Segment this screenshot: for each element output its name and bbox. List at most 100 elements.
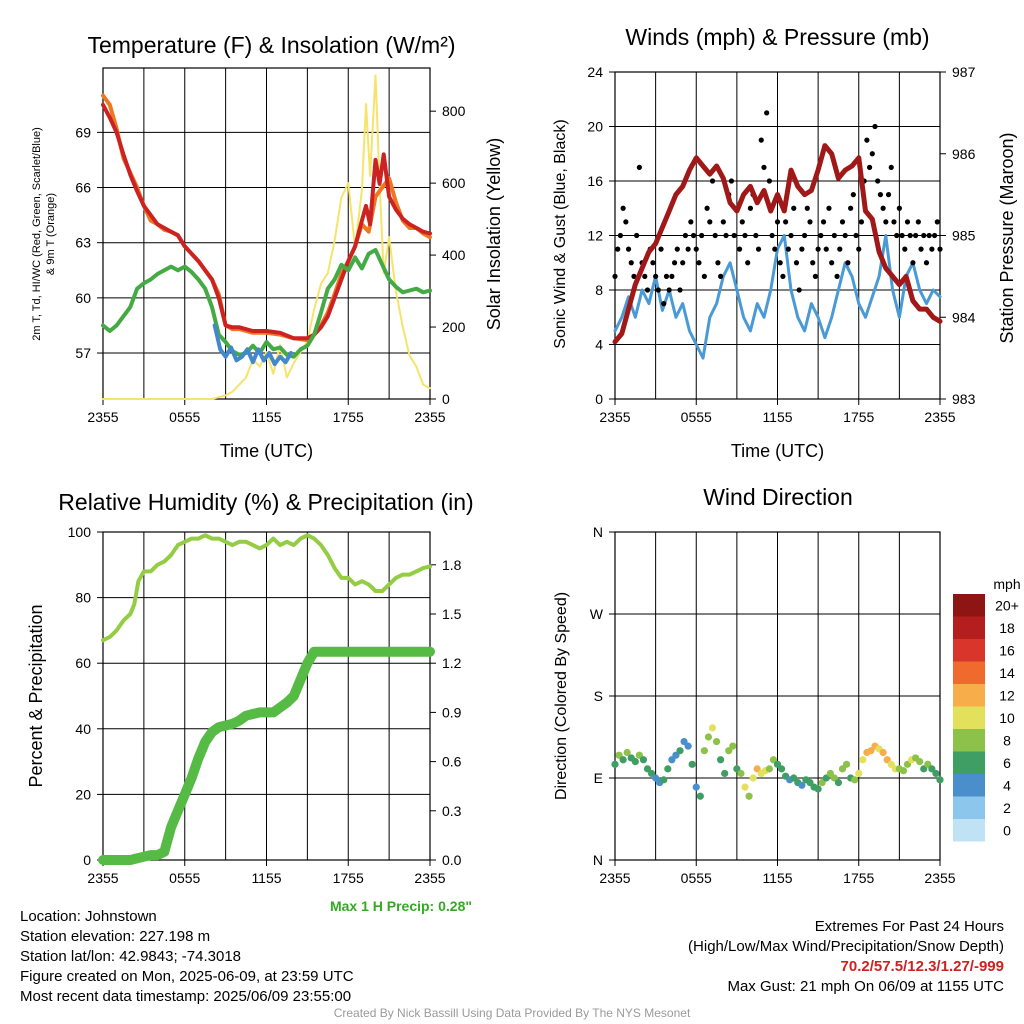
dir-y-tick-label: N <box>593 852 603 868</box>
rh-y-tick-label: 0 <box>83 852 91 868</box>
colorbar-label: 10 <box>999 710 1015 726</box>
dir-point <box>708 724 717 732</box>
wind-gust-point <box>783 219 789 225</box>
temp-series-temperature <box>101 102 432 341</box>
colorbar-swatch <box>953 729 985 752</box>
wind-gust-point <box>736 246 743 252</box>
colorbar-label: 12 <box>999 687 1015 703</box>
dir-frame <box>614 531 941 861</box>
dir-point <box>696 792 704 800</box>
wind-gust-point <box>772 246 778 252</box>
wind-gust-point <box>929 246 935 252</box>
wind-gust-point <box>685 246 691 252</box>
rh-y2-tick-label: 0.9 <box>442 704 462 720</box>
colorbar-label: 20+ <box>995 597 1019 613</box>
wind-y2-tick-label: 984 <box>952 309 976 325</box>
colorbar-label: 8 <box>1003 732 1011 748</box>
wind-y-axis-label: Sonic Wind & Gust (Blue, Black) <box>552 119 569 348</box>
wind-gust-point <box>715 260 721 266</box>
wind-gust-point <box>777 260 783 266</box>
wind-frame <box>614 71 941 400</box>
wind-gust-point <box>856 246 862 252</box>
wind-gust-point <box>877 192 884 198</box>
wind-gust-point <box>820 219 827 225</box>
wind-y-tick-label: 24 <box>587 64 603 80</box>
rh-frame <box>102 531 431 861</box>
wind-x-tick-label: 1755 <box>843 409 874 425</box>
wind-gust-point <box>923 260 930 266</box>
temp-y2-tick-label: 0 <box>442 391 450 407</box>
wind-gust-point <box>839 219 846 225</box>
temp-series-solar <box>102 74 431 400</box>
wind-gust-point <box>693 246 699 252</box>
wind-gust-point <box>910 260 916 266</box>
temp-y2-axis-label: Solar Insolation (Yellow) <box>484 138 504 330</box>
wind-x-tick-label: 2355 <box>599 409 630 425</box>
dir-y-tick-label: N <box>593 524 603 540</box>
dir-point <box>619 756 627 764</box>
wind-gust-point <box>780 273 786 279</box>
wind-gust-point <box>712 232 718 239</box>
rh-series-relative_humidity <box>101 533 432 643</box>
wind-gust-point <box>707 219 713 225</box>
temp-y-tick-label: 60 <box>75 290 91 306</box>
wind-gust-point <box>696 260 702 266</box>
dir-x-tick-label: 1155 <box>762 870 792 886</box>
wind-gust-point <box>612 273 618 279</box>
wind-gust-point <box>837 246 843 252</box>
wind-gust-point <box>753 232 759 239</box>
wind-gust-point <box>655 287 661 293</box>
colorbar-label: 16 <box>999 642 1015 658</box>
rh-y-tick-label: 40 <box>75 721 91 737</box>
wind-gust-point <box>701 273 707 279</box>
wind-gust-point <box>680 260 686 266</box>
wind-gust-point <box>796 287 802 293</box>
wind-gust-point <box>625 246 632 252</box>
extremes-values: 70.2/57.5/12.3/1.27/-999 <box>840 958 1004 975</box>
wind-gust-point <box>880 205 886 211</box>
wind-gust-point <box>723 232 729 239</box>
temp-x-tick-label: 0555 <box>169 409 200 425</box>
wind-gust-point <box>804 205 810 211</box>
dir-point <box>936 776 944 784</box>
wind-gust-point <box>904 219 911 225</box>
colorbar-swatch <box>953 594 985 617</box>
dir-point <box>712 737 721 746</box>
colorbar-label: 0 <box>1003 822 1011 838</box>
wind-gust-point <box>931 232 938 239</box>
wind-gust-point <box>915 219 921 225</box>
wind-y2-tick-label: 986 <box>952 146 976 162</box>
wind-gust-point <box>799 246 805 252</box>
wind-gust-point <box>869 151 875 157</box>
wind-gust-point <box>793 260 800 266</box>
rh-x-tick-label: 2355 <box>414 870 445 886</box>
colorbar-swatch <box>953 796 985 819</box>
wind-gust-point <box>807 219 813 225</box>
colorbar-title: mph <box>993 576 1020 592</box>
dir-point <box>765 765 773 773</box>
temp-y2-tick-label: 200 <box>442 319 466 335</box>
recent-text: Most recent data timestamp: 2025/06/09 2… <box>20 988 352 1005</box>
rh-y-tick-label: 80 <box>75 590 91 606</box>
rh-chart-title: Relative Humidity (%) & Precipitation (i… <box>58 489 473 515</box>
wind-gust-point <box>872 123 878 130</box>
dir-point <box>749 774 757 782</box>
wind-y-tick-label: 20 <box>587 119 603 135</box>
elevation-text: Station elevation: 227.198 m <box>20 928 211 945</box>
wind-gust-point <box>888 164 894 170</box>
wind-gust-point <box>848 205 854 211</box>
colorbar-swatch <box>953 774 985 797</box>
wind-gust-point <box>921 232 927 239</box>
credit-text: Created By Nick Bassill Using Data Provi… <box>333 1006 691 1020</box>
dir-point <box>777 765 786 773</box>
wind-gust-point <box>769 232 775 239</box>
wind-gust-point <box>658 246 664 252</box>
rh-x-tick-label: 1755 <box>333 870 364 886</box>
colorbar-swatch <box>953 706 985 729</box>
dir-point <box>729 742 737 750</box>
created-text: Figure created on Mon, 2025-06-09, at 23… <box>20 968 354 985</box>
wind-y-tick-label: 4 <box>595 337 603 353</box>
wind-gust-point <box>907 232 913 239</box>
wind-gust-point <box>875 178 881 184</box>
wind-gust-point <box>663 273 670 279</box>
